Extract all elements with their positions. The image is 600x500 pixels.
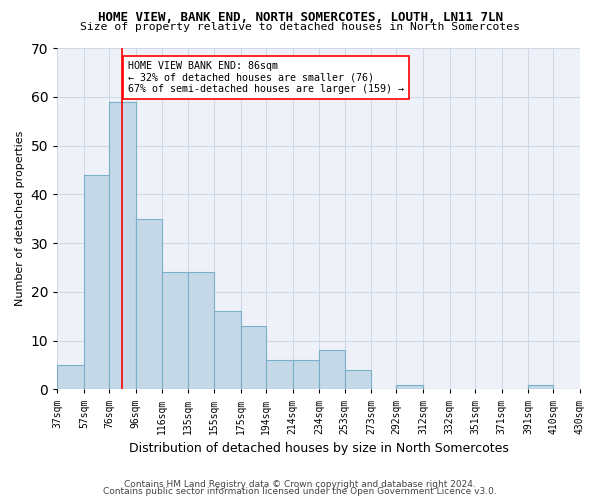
Text: HOME VIEW, BANK END, NORTH SOMERCOTES, LOUTH, LN11 7LN: HOME VIEW, BANK END, NORTH SOMERCOTES, L…: [97, 11, 503, 24]
Bar: [188, 272, 214, 390]
Bar: [397, 384, 423, 390]
Bar: [57, 365, 84, 390]
X-axis label: Distribution of detached houses by size in North Somercotes: Distribution of detached houses by size …: [128, 442, 509, 455]
Text: Contains public sector information licensed under the Open Government Licence v3: Contains public sector information licen…: [103, 488, 497, 496]
Text: Contains HM Land Registry data © Crown copyright and database right 2024.: Contains HM Land Registry data © Crown c…: [124, 480, 476, 489]
Bar: [214, 312, 241, 390]
Bar: [162, 272, 188, 390]
Bar: [109, 102, 136, 390]
Bar: [84, 175, 109, 390]
Text: Size of property relative to detached houses in North Somercotes: Size of property relative to detached ho…: [80, 22, 520, 32]
Bar: [136, 218, 162, 390]
Y-axis label: Number of detached properties: Number of detached properties: [15, 131, 25, 306]
Bar: [266, 360, 293, 390]
Bar: [319, 350, 344, 390]
Bar: [344, 370, 371, 390]
Bar: [241, 326, 266, 390]
Text: HOME VIEW BANK END: 86sqm
← 32% of detached houses are smaller (76)
67% of semi-: HOME VIEW BANK END: 86sqm ← 32% of detac…: [128, 60, 404, 94]
Bar: [528, 384, 553, 390]
Bar: [293, 360, 319, 390]
